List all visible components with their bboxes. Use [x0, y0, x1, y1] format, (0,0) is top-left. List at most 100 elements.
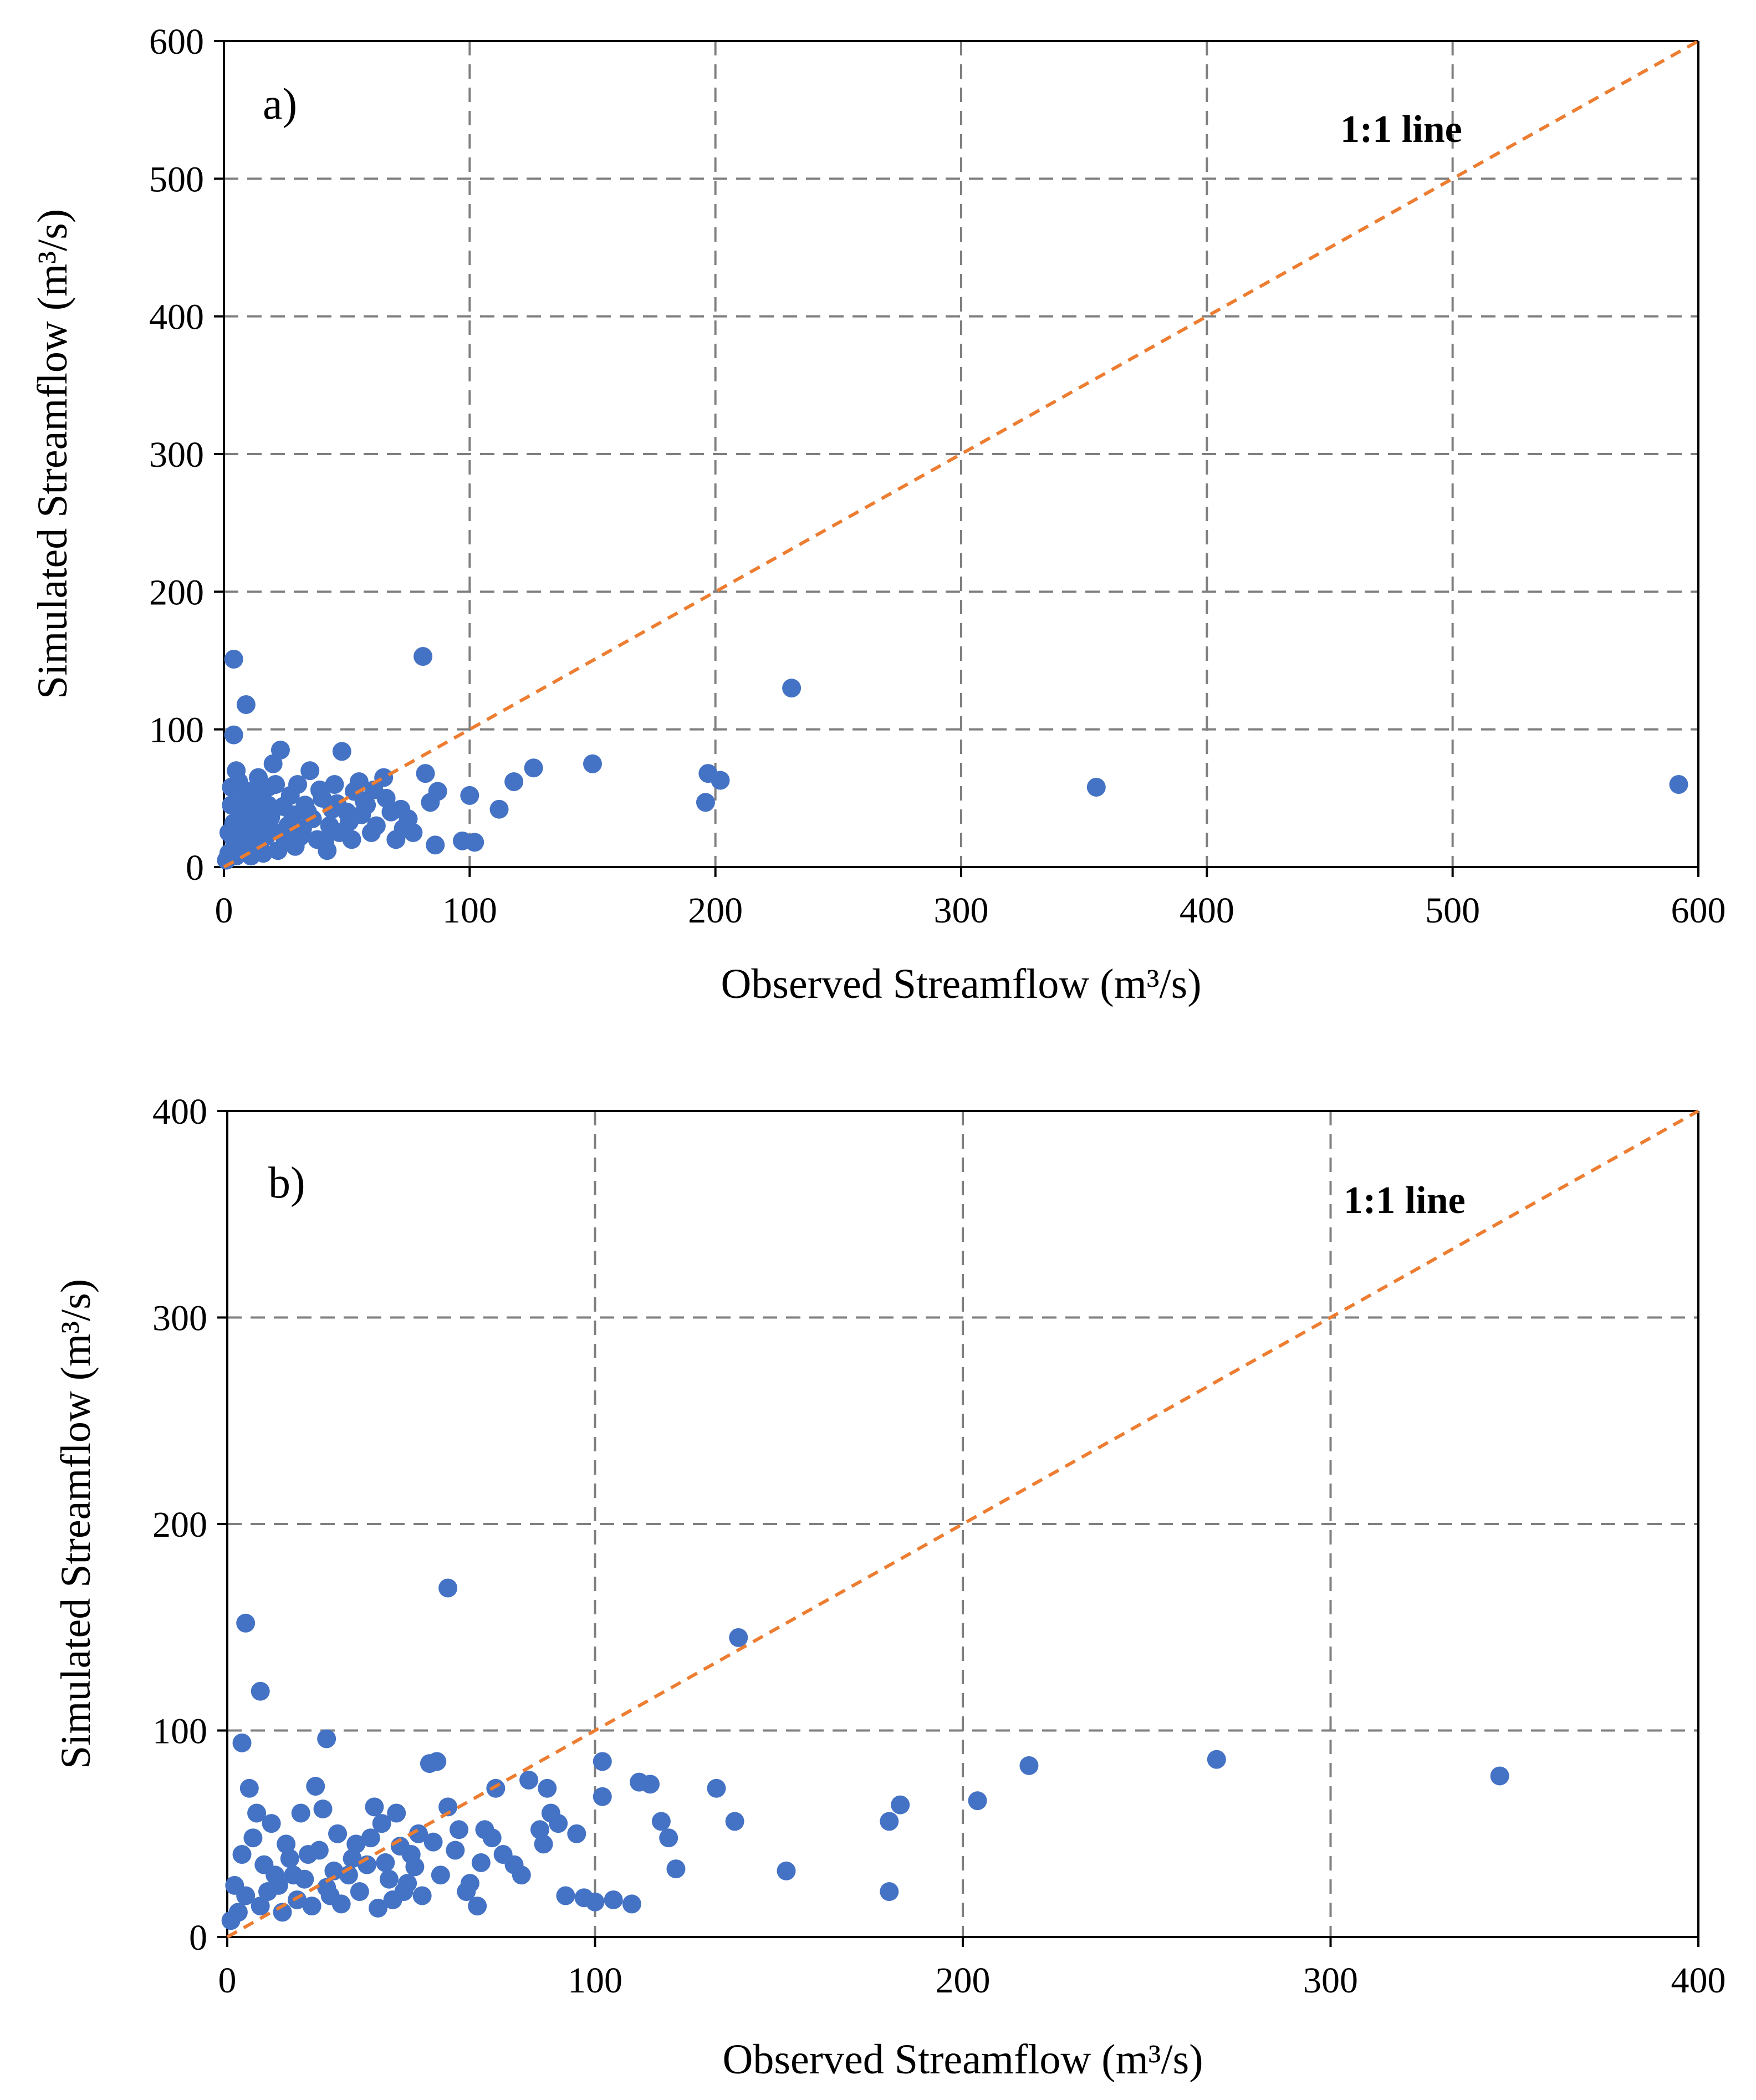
panel-b-data-point	[295, 1869, 314, 1889]
panel-b-data-point	[291, 1803, 310, 1823]
panel-b-data-point	[530, 1820, 549, 1839]
panel-b-data-point	[707, 1778, 726, 1798]
panel-b-data-point	[622, 1894, 641, 1914]
panel-b-data-point	[251, 1897, 270, 1916]
panel-b-axes	[217, 1110, 1699, 1947]
panel-b-data-point	[379, 1869, 399, 1889]
panel-b-data-point	[376, 1853, 395, 1872]
panel-b-data-point	[372, 1814, 391, 1833]
panel-b-data-point	[651, 1812, 671, 1831]
panel-b-data-point	[604, 1890, 623, 1909]
panel-a-data-point	[352, 805, 371, 824]
panel-b-data-point	[412, 1886, 432, 1905]
panel-b-data-point	[567, 1824, 586, 1843]
panel-b-data-point	[593, 1752, 612, 1771]
panel-b-data-point	[343, 1849, 362, 1868]
panel-b-data-point	[280, 1849, 299, 1868]
panel-a-data-point	[263, 754, 283, 773]
panel-a-x-tick-label: 200	[688, 890, 743, 931]
panel-b-tick-labels: 0 100 200 300 400 0 100 200 300 400	[152, 1092, 1726, 2001]
panel-b-scatter: 0 100 200 300 400 0 100 200 300 400 b) 1:1 line O…	[53, 1092, 1726, 2083]
panel-a-data-point	[583, 754, 602, 773]
panel-b-data-point	[243, 1828, 263, 1848]
panel-b-y-axis-title: Simulated Streamflow (m³/s)	[53, 1279, 99, 1769]
panel-a-data-point	[366, 816, 386, 835]
panel-a-data-point	[227, 847, 246, 866]
panel-b-x-axis-title: Observed Streamflow (m³/s)	[722, 2036, 1203, 2083]
panel-b-data-point	[346, 1834, 366, 1854]
panel-b-data-point	[387, 1803, 406, 1823]
panel-b-data-point	[225, 1875, 244, 1895]
panel-b-data-point	[468, 1897, 487, 1916]
panel-b-data-point	[239, 1778, 259, 1798]
panel-b-data-point	[361, 1828, 380, 1848]
panel-a-x-tick-label: 500	[1425, 890, 1480, 931]
panel-a-data-point	[394, 819, 413, 838]
panel-b-data-point	[383, 1890, 402, 1909]
panel-a-y-tick-label: 400	[149, 297, 204, 338]
panel-b-data-point	[258, 1882, 277, 1902]
panel-b-data-point	[350, 1882, 369, 1902]
panel-b-data-point	[482, 1828, 502, 1848]
panel-a-data-point	[239, 782, 258, 801]
panel-b-data-point	[666, 1859, 686, 1879]
panel-a-data-point	[1086, 777, 1106, 797]
panel-a-data-point	[280, 786, 300, 805]
panel-b-y-tick-label: 100	[152, 1711, 207, 1752]
panel-b-data-point	[777, 1861, 796, 1880]
panel-a-x-tick-label: 300	[934, 890, 989, 931]
panel-a-data-point	[236, 695, 256, 714]
panel-b-data-point	[328, 1824, 348, 1843]
panel-b-data-point	[423, 1832, 443, 1852]
panel-b-x-tick-label: 0	[218, 1960, 237, 2001]
panel-a-data-point	[453, 831, 472, 850]
panel-b-y-tick-label: 0	[189, 1918, 207, 1958]
panel-a-data-point	[344, 782, 364, 801]
panel-a-y-tick-label: 100	[149, 710, 204, 751]
panel-b-data-point	[880, 1882, 899, 1902]
panel-b-data-point	[309, 1841, 329, 1860]
panel-a-data-point	[421, 793, 440, 812]
panel-b-data-point	[534, 1834, 553, 1854]
panel-a-y-tick-label: 500	[149, 159, 204, 200]
panel-b-data-point	[450, 1820, 469, 1839]
panel-b-x-tick-label: 400	[1671, 1960, 1726, 2001]
panel-b-y-tick-label: 200	[152, 1505, 207, 1545]
panel-a-y-tick-label: 300	[149, 435, 204, 475]
panel-b-data-point	[446, 1841, 465, 1860]
panel-b-reference-line-label: 1:1 line	[1344, 1179, 1466, 1222]
panel-a-data-point	[300, 761, 320, 781]
panel-a-scatter: 0 100 200 300 400 500 600 0 100 200 300 400 500 600 a…	[29, 22, 1726, 1007]
panel-a-gridlines	[224, 40, 1699, 867]
panel-a-axes	[214, 40, 1699, 877]
panel-b-data-point	[729, 1628, 748, 1647]
panel-b-data-point	[541, 1803, 560, 1823]
panel-b-data-point	[405, 1857, 425, 1877]
panel-b-data-point	[493, 1845, 513, 1864]
panel-a-data-point	[270, 740, 290, 760]
panel-b-data-point	[891, 1795, 910, 1814]
panel-a-points	[217, 647, 1688, 870]
panel-b-data-point	[365, 1797, 384, 1817]
panel-a-x-tick-label: 0	[215, 890, 233, 931]
panel-b-data-point	[438, 1578, 458, 1598]
panel-b-data-point	[398, 1874, 417, 1893]
panel-b-x-tick-label: 100	[568, 1960, 622, 2001]
panel-a-label: a)	[263, 80, 297, 129]
panel-b-data-point	[306, 1777, 325, 1796]
panel-b-data-point	[457, 1882, 476, 1902]
panel-b-data-point	[593, 1787, 612, 1806]
panel-b-data-point	[1207, 1750, 1226, 1769]
panel-a-data-point	[224, 813, 243, 833]
panel-b-x-tick-label: 200	[936, 1960, 991, 2001]
panel-a-y-tick-label: 200	[149, 572, 204, 613]
panel-a-y-tick-label: 0	[186, 848, 204, 888]
panel-b-data-point	[880, 1812, 899, 1831]
panel-a-data-point	[426, 835, 445, 855]
panel-a-x-tick-label: 600	[1671, 890, 1726, 931]
panel-b-points	[221, 1578, 1509, 1930]
panel-b-data-point	[968, 1791, 987, 1811]
panel-b-data-point	[641, 1775, 660, 1794]
panel-a-data-point	[696, 793, 715, 812]
panel-a-data-point	[318, 841, 337, 860]
